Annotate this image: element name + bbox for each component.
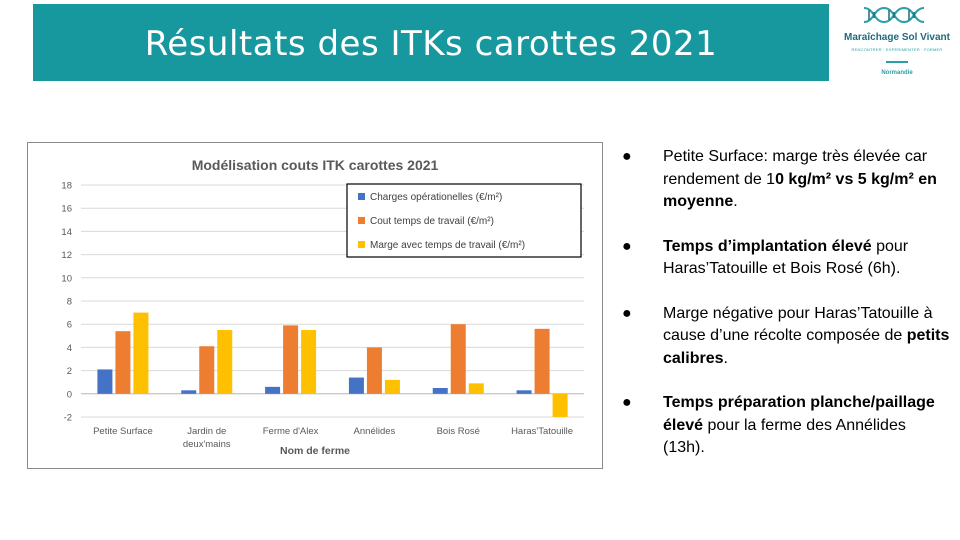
slide-title: Résultats des ITKs carottes 2021: [144, 24, 718, 64]
legend-label: Marge avec temps de travail (€/m²): [370, 240, 525, 251]
y-tick-label: 0: [67, 389, 72, 400]
bullet-list: ● Petite Surface: marge très élevée car r…: [622, 146, 952, 482]
legend-swatch: [358, 193, 365, 200]
x-category-label: deux'mains: [183, 439, 231, 450]
legend-box: [346, 183, 582, 258]
legend-label: Cout temps de travail (€/m²): [370, 216, 494, 227]
bullet-item: ● Petite Surface: marge très élevée car r…: [622, 146, 952, 214]
x-category-label: Annélides: [354, 426, 396, 437]
legend-swatch: [358, 217, 365, 224]
dna-helix-logo-icon: [863, 6, 925, 24]
logo: Maraîchage Sol Vivant RENCONTRER · EXPÉR…: [838, 4, 956, 80]
y-tick-label: 10: [61, 273, 72, 284]
bar-chart: Modélisation couts ITK carottes 2021 -2 0 2…: [61, 157, 584, 457]
bullet-dot-icon: ●: [622, 394, 632, 411]
y-tick-label: 14: [61, 227, 72, 238]
bullet-text-bold: 0 kg/m² vs 5 kg/m² en moyenne: [663, 170, 937, 211]
bullet-dot-icon: ●: [622, 237, 632, 255]
logo-divider: [886, 61, 908, 63]
bullet-text: .: [723, 349, 728, 367]
bar-charges: [348, 377, 364, 394]
bullet-item: ● Temps d’implantation élevé pour Haras’T…: [622, 236, 952, 281]
x-axis-label: Nom de ferme: [280, 445, 350, 457]
x-category-label: Haras'Tatouille: [511, 426, 573, 437]
bar-cout: [115, 331, 131, 394]
bar-cout: [450, 324, 466, 394]
logo-name: Maraîchage Sol Vivant: [844, 32, 950, 43]
chart-title: Modélisation couts ITK carottes 2021: [192, 157, 439, 173]
y-tick-label: 2: [67, 366, 72, 377]
title-bar: Résultats des ITKs carottes 2021: [33, 4, 829, 81]
bar-marge: [552, 393, 568, 417]
y-tick-label: 6: [67, 320, 72, 331]
bullet-text: pour la ferme des Annélides (13h).: [663, 416, 906, 457]
bar-marge: [217, 330, 233, 394]
bar-cout: [283, 325, 299, 394]
bullet-text-bold: Temps préparation planche/paillage élevé: [663, 394, 935, 434]
bar-cout: [366, 347, 382, 394]
bar-marge: [468, 383, 484, 394]
bullet-dot-icon: ●: [622, 148, 632, 165]
bullet-text: Marge négative pour Haras’Tatouille à ca…: [663, 304, 933, 345]
legend-swatch: [358, 241, 365, 248]
y-tick-label: 16: [61, 204, 72, 215]
bullet-text-bold: petits calibres: [663, 327, 950, 367]
bullet-text: Petite Surface: marge très élevée car re…: [663, 148, 928, 188]
x-category-label: Petite Surface: [93, 426, 153, 437]
bar-charges: [516, 390, 532, 394]
logo-tagline: RENCONTRER · EXPÉRIMENTER · FORMER: [851, 47, 943, 52]
bullet-text-bold: Temps d’implantation élevé: [663, 237, 872, 255]
bar-cout: [534, 328, 550, 394]
bullet-dot-icon: ●: [622, 304, 632, 322]
bullet-text: pour Haras’Tatouille et Bois Rosé (6h).: [663, 237, 909, 278]
bar-marge: [301, 330, 317, 394]
chart-container: Modélisation couts ITK carottes 2021 -2 0 2…: [27, 142, 603, 469]
y-tick-label: 18: [61, 181, 72, 192]
bar-charges: [181, 390, 197, 394]
y-tick-label: -2: [64, 413, 72, 424]
y-tick-label: 4: [67, 343, 72, 354]
bar-marge: [384, 379, 400, 394]
bar-cout: [199, 346, 215, 394]
bullet-text: .: [733, 193, 738, 210]
x-category-label: Jardin de: [187, 426, 226, 437]
x-category-label: Ferme d'Alex: [263, 426, 319, 437]
x-category-label: Bois Rosé: [437, 426, 480, 437]
bar-marge: [133, 312, 149, 394]
logo-region: Normandie: [881, 70, 913, 76]
y-tick-label: 12: [61, 250, 72, 261]
legend-label: Charges opérationelles (€/m²): [370, 192, 502, 203]
bullet-item: ● Marge négative pour Haras’Tatouille à c…: [622, 303, 952, 371]
bullet-item: ● Temps préparation planche/paillage élev…: [622, 392, 952, 460]
bar-charges: [97, 369, 113, 394]
y-tick-label: 8: [67, 297, 72, 308]
bar-charges: [265, 386, 281, 394]
bar-charges: [432, 388, 448, 394]
